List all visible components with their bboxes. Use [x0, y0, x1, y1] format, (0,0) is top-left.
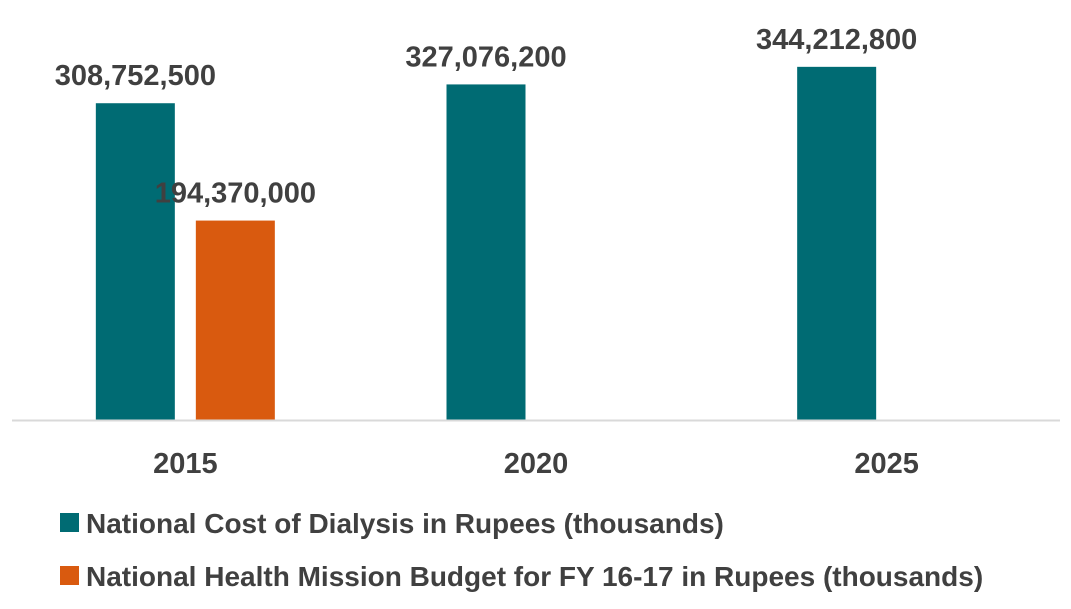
legend: National Cost of Dialysis in Rupees (tho…: [60, 508, 983, 592]
bar-2015-series-2: [195, 220, 275, 420]
data-label-2015-series-1: 308,752,500: [55, 60, 216, 92]
legend-label-series-2: National Health Mission Budget for FY 16…: [86, 561, 983, 592]
legend-swatch-series-2: [60, 566, 79, 585]
x-tick-label-2025: 2025: [854, 448, 919, 480]
data-label-2025-series-1: 344,212,800: [756, 24, 917, 56]
legend-label-series-1: National Cost of Dialysis in Rupees (tho…: [86, 508, 724, 539]
x-tick-label-2020: 2020: [504, 448, 569, 480]
x-axis-ticks: 2015 2020 2025: [153, 448, 919, 480]
legend-swatch-series-1: [60, 513, 79, 532]
data-label-2015-series-2: 194,370,000: [155, 178, 316, 210]
bar-2025-series-1: [797, 66, 877, 420]
bar-2015-series-1: [95, 103, 175, 420]
plot-area: 308,752,500 194,370,000 327,076,200 344,212…: [55, 24, 917, 421]
bar-2020-series-1: [446, 84, 526, 421]
data-label-2020-series-1: 327,076,200: [405, 41, 566, 73]
x-tick-label-2015: 2015: [153, 448, 218, 480]
